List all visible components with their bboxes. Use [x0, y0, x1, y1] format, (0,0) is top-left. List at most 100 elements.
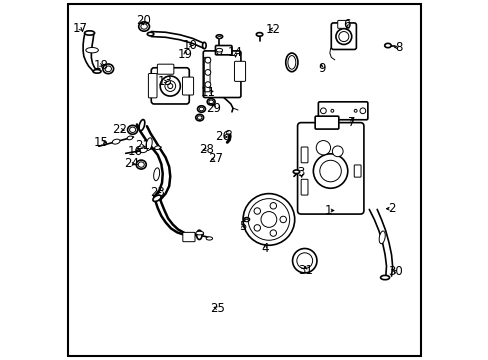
Circle shape [269, 203, 276, 209]
Ellipse shape [206, 237, 212, 240]
Text: 26: 26 [215, 130, 230, 144]
Text: 25: 25 [210, 302, 224, 315]
Text: 14: 14 [227, 46, 243, 59]
Circle shape [338, 32, 348, 41]
Text: 9: 9 [317, 62, 325, 75]
FancyBboxPatch shape [148, 73, 157, 98]
FancyBboxPatch shape [183, 232, 195, 242]
Text: 28: 28 [198, 143, 213, 156]
Circle shape [164, 81, 175, 91]
Ellipse shape [195, 114, 203, 121]
Text: 4: 4 [261, 242, 268, 255]
Circle shape [254, 225, 260, 231]
Text: 24: 24 [124, 157, 139, 170]
Ellipse shape [147, 32, 153, 36]
Circle shape [204, 82, 210, 87]
Ellipse shape [216, 35, 222, 39]
Ellipse shape [136, 160, 146, 169]
Text: 10: 10 [182, 39, 197, 52]
Text: 29: 29 [206, 102, 221, 115]
Text: 23: 23 [150, 186, 165, 199]
Text: 12: 12 [265, 23, 280, 36]
Text: 31: 31 [297, 264, 312, 277]
Circle shape [332, 146, 343, 157]
Ellipse shape [285, 53, 297, 72]
Text: 7: 7 [347, 116, 355, 129]
Ellipse shape [197, 106, 205, 112]
Ellipse shape [146, 138, 152, 150]
FancyBboxPatch shape [204, 57, 210, 92]
Ellipse shape [154, 146, 160, 149]
Ellipse shape [93, 69, 101, 73]
FancyBboxPatch shape [337, 21, 348, 28]
Ellipse shape [293, 170, 299, 174]
Text: 20: 20 [136, 14, 150, 27]
Circle shape [217, 49, 222, 54]
Ellipse shape [207, 99, 215, 105]
FancyBboxPatch shape [182, 77, 193, 95]
Text: 21: 21 [135, 139, 149, 152]
FancyBboxPatch shape [234, 61, 245, 81]
Text: 15: 15 [93, 136, 108, 149]
Text: 3: 3 [297, 166, 304, 179]
Ellipse shape [202, 42, 206, 49]
Text: 16: 16 [127, 145, 142, 158]
Ellipse shape [105, 66, 111, 72]
Ellipse shape [195, 231, 203, 235]
Ellipse shape [287, 55, 295, 69]
Ellipse shape [141, 24, 147, 29]
Circle shape [319, 160, 341, 182]
Circle shape [160, 76, 180, 96]
Ellipse shape [139, 148, 147, 153]
Circle shape [359, 108, 365, 114]
Text: 27: 27 [208, 152, 223, 165]
Text: 2: 2 [387, 202, 394, 215]
Text: 6: 6 [342, 18, 350, 31]
FancyBboxPatch shape [151, 68, 189, 104]
Ellipse shape [139, 120, 144, 131]
Text: 13: 13 [157, 75, 172, 88]
FancyBboxPatch shape [314, 116, 338, 129]
FancyBboxPatch shape [215, 45, 231, 55]
Circle shape [330, 109, 333, 112]
Ellipse shape [216, 48, 222, 52]
Ellipse shape [102, 64, 113, 74]
FancyBboxPatch shape [297, 123, 363, 214]
FancyBboxPatch shape [157, 64, 174, 74]
Ellipse shape [138, 162, 144, 167]
Circle shape [269, 230, 276, 236]
Ellipse shape [196, 230, 202, 239]
Text: 5: 5 [239, 220, 246, 233]
Text: 18: 18 [93, 59, 108, 72]
Ellipse shape [384, 43, 390, 48]
Ellipse shape [153, 195, 161, 201]
Text: 22: 22 [112, 123, 127, 136]
Circle shape [204, 57, 210, 63]
Ellipse shape [112, 139, 120, 144]
Circle shape [243, 194, 294, 245]
Text: 19: 19 [178, 48, 192, 61]
Circle shape [254, 208, 260, 214]
Ellipse shape [244, 219, 248, 222]
Circle shape [353, 109, 356, 112]
Text: 1: 1 [325, 204, 332, 217]
Ellipse shape [153, 168, 159, 181]
FancyBboxPatch shape [301, 147, 307, 163]
Ellipse shape [85, 48, 98, 53]
FancyBboxPatch shape [330, 23, 356, 49]
Circle shape [280, 216, 286, 223]
Circle shape [247, 199, 289, 240]
Ellipse shape [256, 33, 262, 36]
Ellipse shape [244, 218, 249, 221]
Circle shape [204, 69, 210, 75]
FancyBboxPatch shape [301, 179, 307, 195]
Ellipse shape [139, 22, 149, 31]
FancyBboxPatch shape [318, 102, 367, 120]
Ellipse shape [199, 107, 203, 111]
Text: 30: 30 [387, 265, 402, 278]
Text: 11: 11 [201, 86, 216, 99]
FancyBboxPatch shape [353, 165, 360, 177]
Text: 8: 8 [394, 41, 402, 54]
Circle shape [167, 84, 172, 89]
Ellipse shape [129, 127, 135, 132]
